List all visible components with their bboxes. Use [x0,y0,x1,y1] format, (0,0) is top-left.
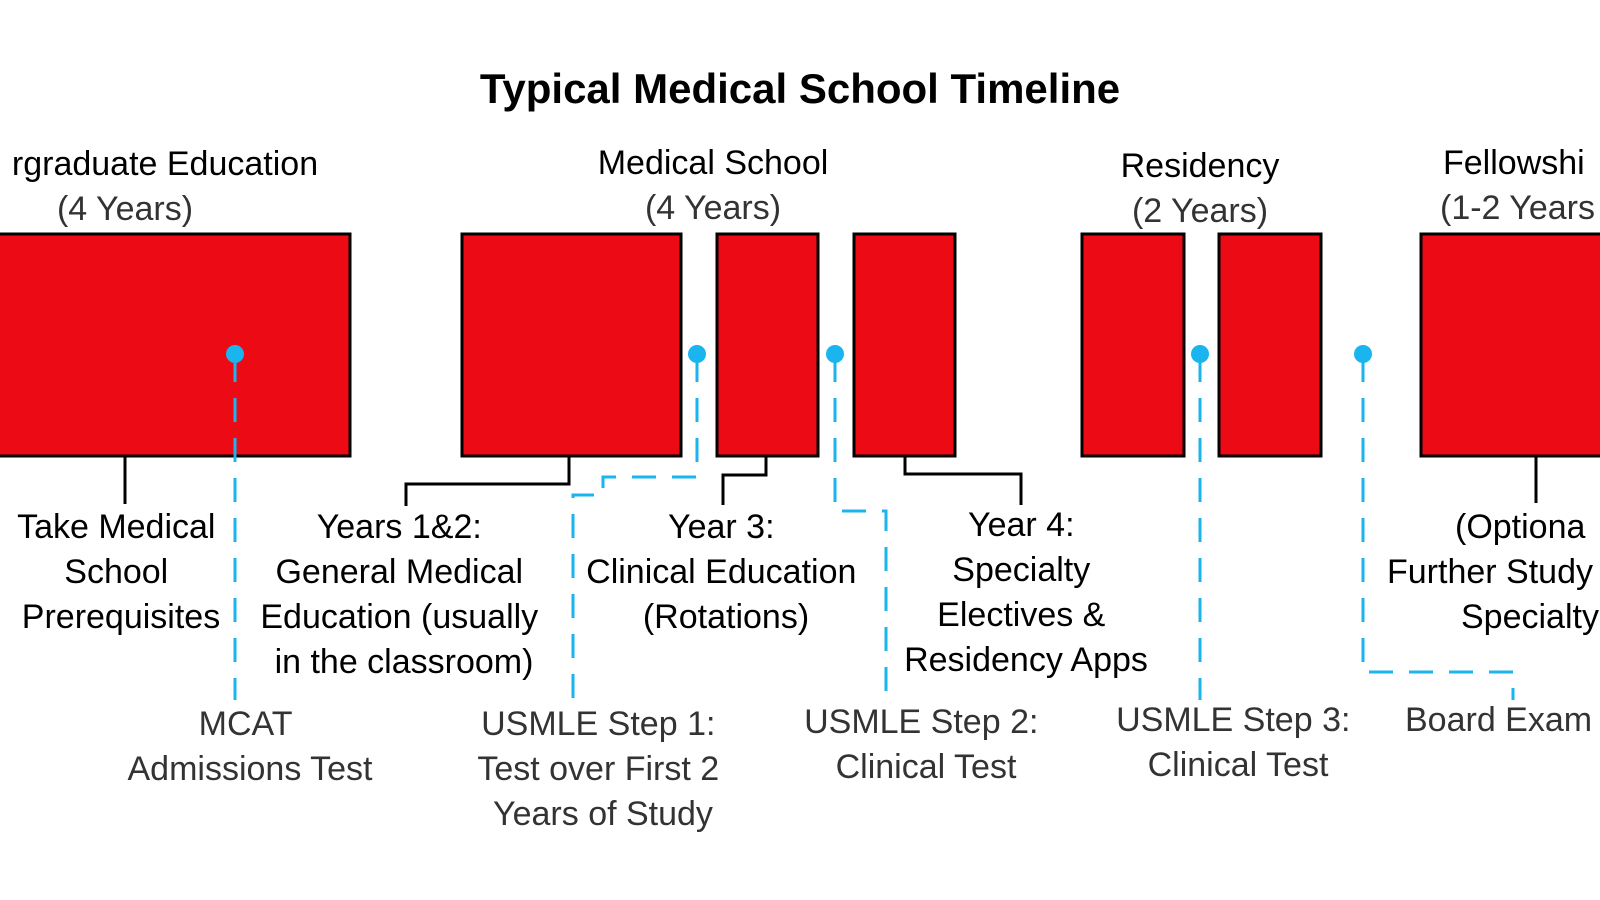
exam-dot-step-3 [1191,345,1209,363]
block-years-1-2 [460,232,683,458]
phase-header-residency: Residency (2 Years) [1121,147,1280,230]
exam-dot-step-1 [688,345,706,363]
phase-name: Fellowshi [1443,144,1585,182]
exam-dot-board [1354,345,1372,363]
description-connectors [123,456,1538,506]
description-years-1-2: Years 1&2: General Medical Education (us… [260,508,547,681]
description-year-3: Year 3: Clinical Education (Rotations) [586,508,866,636]
phase-name: Residency [1121,147,1280,185]
block-year-4 [852,232,957,458]
phase-name: Medical School [598,144,829,182]
block-residency-year-2 [1217,232,1323,458]
diagram-title: Typical Medical School Timeline [480,65,1120,112]
phase-duration: (1-2 Years [1440,189,1595,227]
exam-label-board: Board Exam [1405,701,1592,739]
connector-year-3 [721,456,768,505]
exam-dot-mcat [226,345,244,363]
exam-line-step-1 [571,358,699,700]
description-year-4: Year 4: Specialty Electives & Residency … [904,506,1148,679]
timeline-blocks [0,232,1600,458]
exam-dot-step-2 [826,345,844,363]
phase-header-fellowship: Fellowshi (1-2 Years [1440,144,1595,227]
exam-line-step-2 [833,358,888,700]
phase-name: rgraduate Education [12,145,318,183]
phase-duration: (4 Years) [57,190,193,228]
block-residency-year-1 [1080,232,1186,458]
phase-header-undergraduate: rgraduate Education (4 Years) [12,145,318,228]
phase-duration: (2 Years) [1132,192,1268,230]
block-year-3 [715,232,820,458]
exam-label-mcat: MCAT Admissions Test [127,705,373,788]
exam-label-step-3: USMLE Step 3: Clinical Test [1116,701,1360,784]
connector-year-4 [903,456,1023,505]
exam-label-step-1: USMLE Step 1: Test over First 2 Years of… [477,705,728,833]
block-undergraduate [0,232,352,458]
block-fellowship [1419,232,1600,458]
description-undergraduate: Take Medical School Prerequisites [17,508,225,636]
exam-label-step-2: USMLE Step 2: Clinical Test [804,703,1048,786]
phase-header-medical-school: Medical School (4 Years) [598,144,829,227]
exam-markers [226,345,1515,700]
phase-duration: (4 Years) [645,189,781,227]
connector-years-1-2 [404,456,571,506]
description-fellowship: (Optiona Further Study Specialty [1387,508,1600,636]
